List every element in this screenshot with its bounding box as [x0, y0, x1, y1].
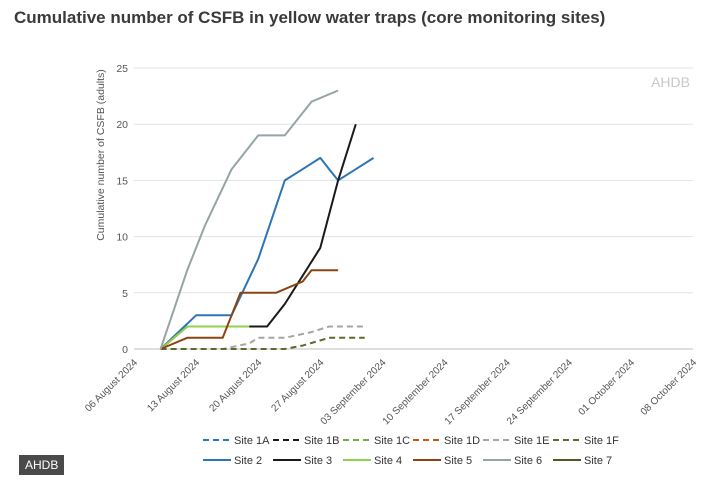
series-line-site-2: [159, 156, 375, 350]
legend-item-site-1a: Site 1A: [203, 435, 270, 447]
y-tick-labels: 0 5 10 15 20 25: [116, 63, 128, 356]
legend-label: Site 6: [514, 455, 542, 467]
legend-label: Site 4: [374, 455, 402, 467]
legend-label: Site 1B: [304, 435, 339, 447]
legend-label: Site 1C: [374, 435, 410, 447]
legend-label: Site 5: [444, 455, 472, 467]
x-tick-label: 13 August 2024: [145, 357, 202, 414]
y-tick-label: 0: [122, 344, 128, 356]
legend-label: Site 3: [304, 455, 332, 467]
series-line-site-4: [159, 325, 250, 350]
series-line-site-5: [160, 269, 339, 350]
legend-label: Site 1F: [584, 435, 619, 447]
legend-label: Site 1A: [234, 435, 270, 447]
legend-item-site-1d: Site 1D: [413, 435, 480, 447]
legend-item-site-6: Site 6: [483, 455, 542, 467]
x-tick-label: 06 August 2024: [83, 357, 140, 414]
legend-item-site-1e: Site 1E: [483, 435, 549, 447]
series-line-site-1f: [160, 336, 365, 350]
legend-label: Site 1D: [444, 435, 480, 447]
x-tick-label: 01 October 2024: [577, 357, 638, 418]
x-tick-label: 17 September 2024: [443, 357, 513, 427]
legend: Site 1A Site 1B Site 1C Site 1D Site 1E Site …: [203, 435, 619, 467]
y-tick-label: 5: [122, 288, 128, 300]
legend-item-site-7: Site 7: [553, 455, 612, 467]
y-tick-label: 10: [116, 232, 128, 244]
x-tick-label: 24 September 2024: [505, 357, 575, 427]
series-lines: [159, 89, 375, 350]
series-line-site-6: [159, 89, 339, 350]
ahdb-watermark: AHDB: [651, 74, 690, 90]
x-tick-label: 27 August 2024: [270, 357, 327, 414]
y-tick-label: 15: [116, 175, 128, 187]
legend-label: Site 7: [584, 455, 612, 467]
legend-item-site-1f: Site 1F: [553, 435, 619, 447]
legend-item-site-1c: Site 1C: [343, 435, 410, 447]
y-tick-label: 20: [116, 119, 128, 131]
y-tick-label: 25: [116, 63, 128, 75]
legend-item-site-4: Site 4: [343, 455, 402, 467]
x-tick-label: 03 September 2024: [319, 357, 389, 427]
legend-item-site-1b: Site 1B: [273, 435, 339, 447]
series-line-site-1e: [160, 325, 365, 350]
legend-label: Site 1E: [514, 435, 549, 447]
x-tick-label: 10 September 2024: [381, 357, 451, 427]
x-tick-labels: 06 August 2024 13 August 2024 20 August 20…: [83, 357, 699, 427]
legend-item-site-3: Site 3: [273, 455, 332, 467]
legend-item-site-2: Site 2: [203, 455, 262, 467]
chart-title: Cumulative number of CSFB in yellow wate…: [14, 8, 606, 27]
x-tick-label: 08 October 2024: [639, 357, 700, 418]
y-axis-label: Cumulative number of CSFB (adults): [95, 69, 107, 241]
gridlines: [134, 67, 693, 350]
legend-item-site-5: Site 5: [413, 455, 472, 467]
x-tick-label: 20 August 2024: [207, 357, 264, 414]
legend-label: Site 2: [234, 455, 262, 467]
ahdb-badge: AHDB: [19, 455, 65, 475]
